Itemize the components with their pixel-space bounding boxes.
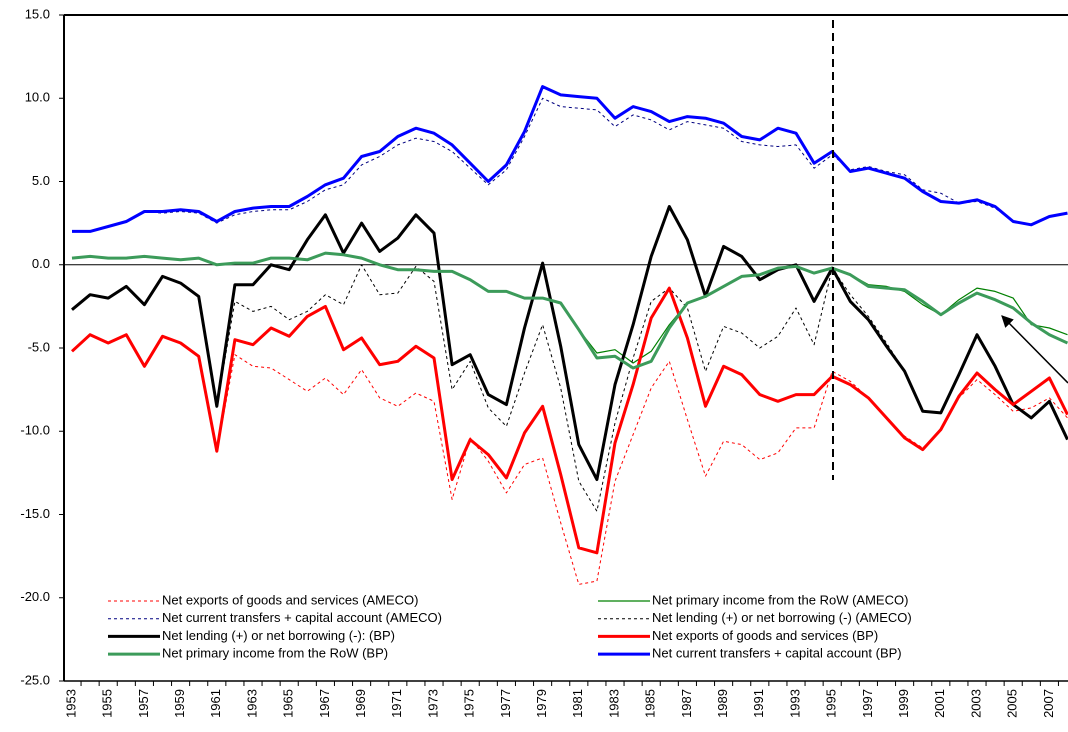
- data-line: [71, 205, 1068, 481]
- legend-label: Net exports of goods and services (AMECO…: [162, 592, 419, 607]
- x-tick-label: 2007: [1041, 689, 1056, 718]
- x-tick-label: 2005: [1005, 689, 1020, 718]
- x-tick-label: 1993: [787, 689, 802, 718]
- plot-layer: [59, 14, 1068, 686]
- x-tick-label: 1997: [860, 689, 875, 718]
- x-tick-label: 1989: [715, 689, 730, 718]
- x-tick-label: 1973: [425, 689, 440, 718]
- x-tick-label: 1969: [353, 689, 368, 718]
- y-tick-label: -20.0: [20, 589, 50, 604]
- data-line: [71, 252, 1068, 364]
- data-line: [72, 85, 1068, 233]
- x-tick-label: 1961: [208, 689, 223, 718]
- y-tick-label: -15.0: [20, 506, 50, 521]
- data-line: [71, 251, 1068, 370]
- x-tick-label: 1999: [896, 689, 911, 718]
- x-tick-label: 1955: [100, 689, 115, 718]
- y-tick-label: -10.0: [20, 423, 50, 438]
- y-tick-label: -25.0: [20, 672, 50, 687]
- data-line: [70, 286, 1068, 555]
- x-tick-label: 1977: [498, 689, 513, 718]
- x-tick-label: 1995: [824, 689, 839, 718]
- x-tick-label: 1967: [317, 689, 332, 718]
- legend-label: Net current transfers + capital account …: [162, 610, 442, 625]
- annotation-arrow: [1001, 315, 1068, 384]
- x-tick-label: 1963: [244, 689, 259, 718]
- x-tick-label: 1985: [643, 689, 658, 718]
- x-tick-label: 1991: [751, 689, 766, 718]
- x-tick-label: 1987: [679, 689, 694, 718]
- x-tick-label: 1953: [63, 689, 78, 718]
- y-tick-label: 0.0: [32, 256, 50, 271]
- y-tick-label: 5.0: [32, 173, 50, 188]
- legend-label: Net primary income from the RoW (BP): [162, 646, 388, 661]
- x-tick-label: 1959: [172, 689, 187, 718]
- x-tick-label: 1957: [136, 689, 151, 718]
- x-tick-label: 2001: [932, 689, 947, 718]
- y-tick-label: 15.0: [25, 6, 50, 21]
- legend-label: Net current transfers + capital account …: [652, 646, 902, 661]
- y-tick-label: -5.0: [28, 339, 50, 354]
- x-tick-label: 1983: [606, 689, 621, 718]
- legend-label: Net primary income from the RoW (AMECO): [652, 592, 908, 607]
- legend-label: Net exports of goods and services (BP): [652, 628, 878, 643]
- legend-label: Net lending (+) or net borrowing (-): (B…: [162, 628, 395, 643]
- x-tick-label: 2003: [968, 689, 983, 718]
- x-tick-label: 1979: [534, 689, 549, 718]
- x-tick-label: 1971: [389, 689, 404, 718]
- x-tick-label: 1975: [462, 689, 477, 718]
- x-tick-label: 1981: [570, 689, 585, 718]
- x-tick-label: 1965: [281, 689, 296, 718]
- data-line: [72, 97, 1068, 232]
- legend-label: Net lending (+) or net borrowing (-) (AM…: [652, 610, 912, 625]
- y-tick-label: 10.0: [25, 90, 50, 105]
